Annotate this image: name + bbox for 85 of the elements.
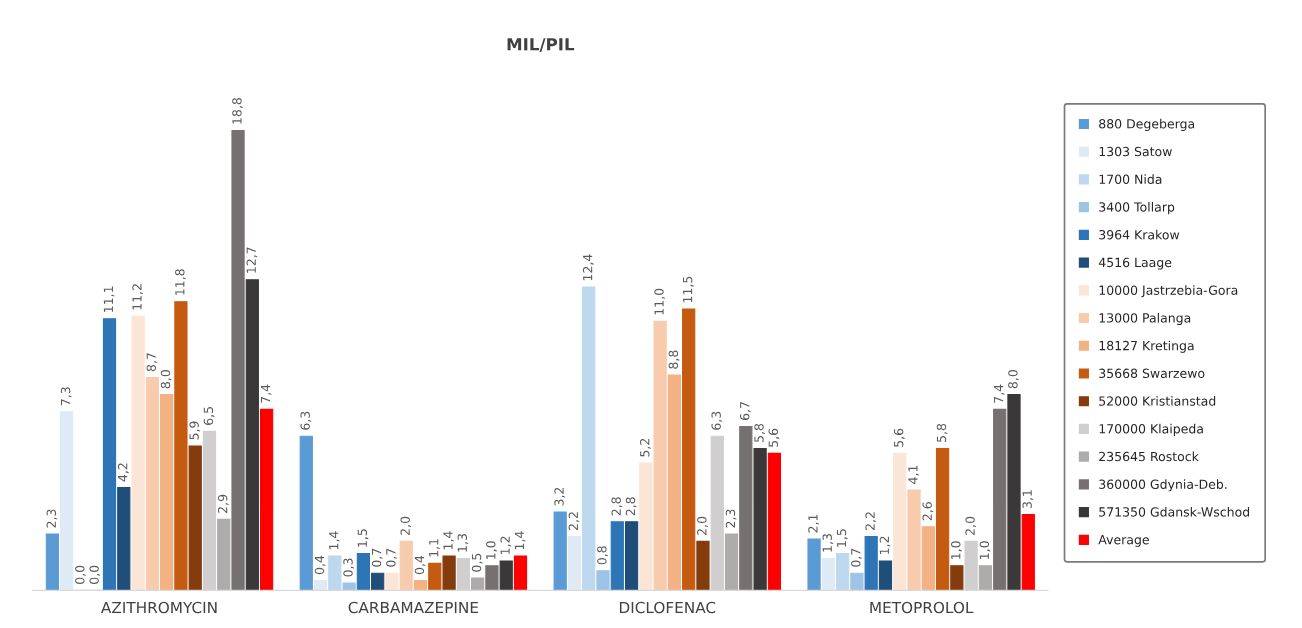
data-label: 5,6 — [893, 428, 905, 447]
data-label: 1,2 — [879, 536, 891, 555]
data-label: 0,0 — [75, 565, 86, 584]
legend-label: 170000 Klaipeda — [1099, 423, 1203, 436]
data-label: 3,2 — [554, 487, 566, 506]
data-label: 4,1 — [908, 465, 919, 484]
data-label: 1,3 — [822, 534, 834, 552]
data-label: 0,4 — [314, 555, 326, 575]
data-label: 0,8 — [597, 546, 608, 565]
data-label: 1,0 — [951, 541, 962, 559]
data-label: 6,7 — [739, 402, 751, 421]
data-label: 11,2 — [132, 284, 143, 310]
chart-title: MIL/PIL — [507, 38, 575, 52]
legend-label: 1700 Nida — [1099, 174, 1162, 184]
data-label: 1,4 — [329, 531, 340, 550]
legend-label: Average — [1098, 535, 1149, 547]
data-label: 2,2 — [865, 512, 877, 531]
data-label: 12,4 — [582, 254, 594, 281]
data-label: 2,0 — [697, 516, 708, 535]
data-label: 1,5 — [357, 529, 369, 547]
data-label: 18,8 — [232, 98, 243, 124]
legend-label: 13000 Palanga — [1099, 312, 1191, 326]
data-label: 12,7 — [246, 247, 258, 273]
data-label: 0,7 — [386, 548, 397, 567]
x-tick-label: DICLOFENAC — [619, 601, 716, 614]
data-label: 11,5 — [683, 276, 694, 303]
x-tick-label: METOPROLOL — [870, 601, 974, 614]
data-label: 8,0 — [160, 370, 172, 389]
data-label: 8,0 — [1008, 370, 1019, 389]
legend-label: 52000 Kristianstad — [1099, 396, 1216, 406]
data-label: 2,6 — [922, 502, 934, 521]
legend-label: 3964 Krakow — [1099, 229, 1180, 240]
legend-label: 18127 Kretinga — [1099, 340, 1194, 353]
data-label: 11,8 — [175, 269, 186, 295]
data-label: 1,5 — [836, 529, 848, 547]
x-tick-label: CARBAMAZEPINE — [348, 601, 479, 614]
data-label: 1,4 — [514, 531, 526, 550]
data-label: 0,3 — [343, 558, 355, 577]
data-label: 7,4 — [994, 384, 1005, 403]
data-label: 5,9 — [189, 421, 201, 440]
data-label: 0,5 — [471, 553, 483, 572]
data-label: 1,0 — [979, 541, 991, 559]
data-label: 0,0 — [89, 565, 101, 584]
data-label: 7,3 — [60, 387, 72, 406]
data-label: 2,0 — [400, 516, 412, 535]
data-label: 5,8 — [754, 423, 766, 442]
data-label: 2,8 — [611, 497, 623, 516]
data-label: 6,3 — [300, 411, 312, 430]
data-label: 1,0 — [486, 541, 497, 559]
legend-label: 35668 Swarzewo — [1099, 368, 1205, 379]
data-label: 0,4 — [414, 555, 426, 575]
data-label: 2,2 — [568, 512, 580, 531]
data-label: 11,0 — [654, 288, 666, 315]
data-label: 2,9 — [217, 494, 229, 513]
data-label: 1,2 — [500, 536, 512, 555]
data-label: 2,3 — [725, 509, 737, 528]
data-label: 5,2 — [640, 438, 651, 457]
data-label: 1,3 — [457, 534, 469, 552]
data-label: 6,5 — [203, 407, 215, 425]
data-label: 6,3 — [711, 411, 723, 430]
data-label: 3,1 — [1022, 490, 1034, 508]
data-label: 2,3 — [46, 509, 58, 528]
data-label: 4,2 — [117, 463, 129, 482]
data-label: 2,0 — [965, 516, 977, 535]
data-label: 2,1 — [808, 514, 819, 533]
legend-label: 1303 Satow — [1099, 146, 1172, 157]
legend-label: 4516 Laage — [1098, 257, 1172, 270]
data-label: 8,7 — [146, 353, 158, 372]
legend-label: 235645 Rostock — [1099, 451, 1199, 462]
data-label: 5,6 — [768, 428, 780, 447]
legend-label: 360000 Gdynia-Deb. — [1099, 479, 1227, 492]
data-label: 2,8 — [625, 497, 637, 516]
data-label: 0,7 — [371, 548, 383, 567]
legend-label: 880 Degeberga — [1099, 118, 1195, 131]
data-label: 11,1 — [103, 286, 115, 312]
legend-label: 3400 Tollarp — [1099, 202, 1175, 215]
data-label: 1,1 — [429, 539, 440, 557]
data-label: 8,8 — [668, 350, 680, 369]
data-label: 5,8 — [936, 423, 948, 442]
data-label: 7,4 — [260, 384, 272, 403]
data-label: 1,4 — [443, 531, 454, 550]
legend-label: 571350 Gdansk-Wschod — [1099, 506, 1250, 517]
data-label: 0,7 — [851, 548, 862, 567]
x-tick-label: AZITHROMYCIN — [101, 601, 217, 614]
legend-label: 10000 Jastrzebia-Gora — [1099, 285, 1238, 298]
